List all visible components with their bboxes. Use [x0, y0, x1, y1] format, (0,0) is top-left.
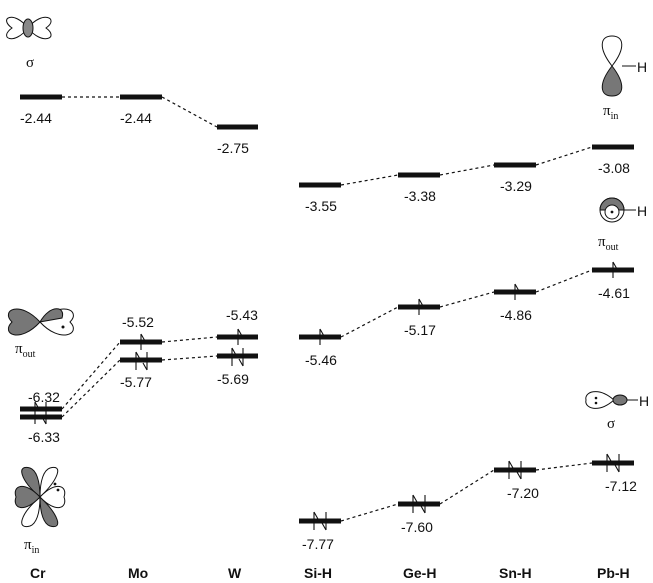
w-sigma-value: -2.75	[217, 140, 249, 156]
column-label-snh: Sn-H	[499, 565, 532, 581]
connector	[61, 341, 121, 410]
mo-sigma-value: -2.44	[120, 110, 152, 126]
sigma-label-right: σ	[607, 416, 615, 432]
spin-up-arrow	[34, 401, 40, 424]
spin-up-arrow	[140, 333, 146, 350]
spin-down-arrow	[614, 454, 620, 473]
pbh-pin-value: -3.08	[598, 160, 630, 176]
spin-up-arrow	[508, 460, 514, 479]
spin-up-arrow	[612, 261, 618, 278]
spin-down-arrow	[420, 495, 426, 514]
pi-out-label-left: πout	[15, 341, 36, 360]
mo-top-value: -5.52	[122, 314, 154, 330]
spin-up-arrow	[237, 328, 243, 345]
connector	[340, 503, 399, 522]
column-label-geh: Ge-H	[403, 565, 436, 581]
cr-bot-value: -6.33	[28, 429, 60, 445]
spin-up-arrow	[231, 347, 237, 366]
sigma-h-orbital-icon	[585, 391, 638, 409]
connector	[535, 146, 593, 166]
pi-in-label-left: πin	[24, 537, 39, 556]
column-label-cr: Cr	[30, 565, 46, 581]
sih-pin-value: -3.55	[305, 198, 337, 214]
column-label-w: W	[228, 565, 242, 581]
spin-down-arrow	[238, 348, 244, 367]
spin-down-arrow	[142, 352, 148, 371]
cr-top-value: -6.32	[28, 389, 60, 405]
spin-down-arrow	[516, 461, 522, 480]
connector	[535, 462, 593, 471]
pi-out-orbital-icon	[7, 308, 74, 336]
geh-pout-value: -5.17	[404, 322, 436, 338]
connector	[61, 359, 121, 418]
connector	[535, 269, 593, 293]
cr-sigma-value: -2.44	[20, 110, 52, 126]
snh-sigma-value: -7.20	[507, 485, 539, 501]
connector	[439, 469, 495, 505]
spin-up-arrow	[606, 453, 612, 472]
pi-out-h-orbital-icon	[599, 197, 636, 223]
connector	[340, 306, 399, 338]
connector	[439, 164, 495, 176]
snh-pin-value: -3.29	[500, 178, 532, 194]
pi-in-label-right: πin	[603, 103, 618, 122]
pi-in-h-orbital-icon	[601, 35, 636, 97]
mo-bot-value: -5.77	[120, 374, 152, 390]
connector	[439, 291, 495, 308]
connector	[161, 96, 218, 128]
column-label-sih: Si-H	[304, 565, 332, 581]
w-bot-value: -5.69	[217, 371, 249, 387]
spin-down-arrow	[321, 512, 327, 531]
spin-up-arrow	[514, 283, 520, 300]
connector	[340, 174, 399, 186]
spin-up-arrow	[412, 494, 418, 513]
spin-up-arrow	[135, 351, 141, 370]
geh-sigma-value: -7.60	[401, 519, 433, 535]
w-top-value: -5.43	[226, 307, 258, 323]
sih-sigma-value: -7.77	[302, 536, 334, 552]
pbh-pout-value: -4.61	[598, 285, 630, 301]
spin-up-arrow	[319, 328, 325, 345]
pi-out-label-right: πout	[598, 234, 619, 253]
spin-up-arrow	[418, 298, 424, 315]
sigma-label-left: σ	[26, 55, 34, 71]
h-atom-label-bottom: H	[639, 393, 649, 409]
spin-up-arrow	[313, 511, 319, 530]
column-label-mo: Mo	[128, 565, 148, 581]
h-atom-label-mid: H	[637, 203, 647, 219]
pbh-sigma-value: -7.12	[605, 478, 637, 494]
h-atom-label-top: H	[637, 59, 647, 75]
pi-in-orbital-icon	[14, 466, 66, 528]
geh-pin-value: -3.38	[404, 188, 436, 204]
connector	[161, 355, 218, 361]
connector	[161, 336, 218, 343]
snh-pout-value: -4.86	[500, 307, 532, 323]
sih-pout-value: -5.46	[305, 352, 337, 368]
spin-down-arrow	[41, 402, 47, 425]
sigma-orbital-icon	[6, 16, 52, 40]
column-label-pbh: Pb-H	[597, 565, 630, 581]
